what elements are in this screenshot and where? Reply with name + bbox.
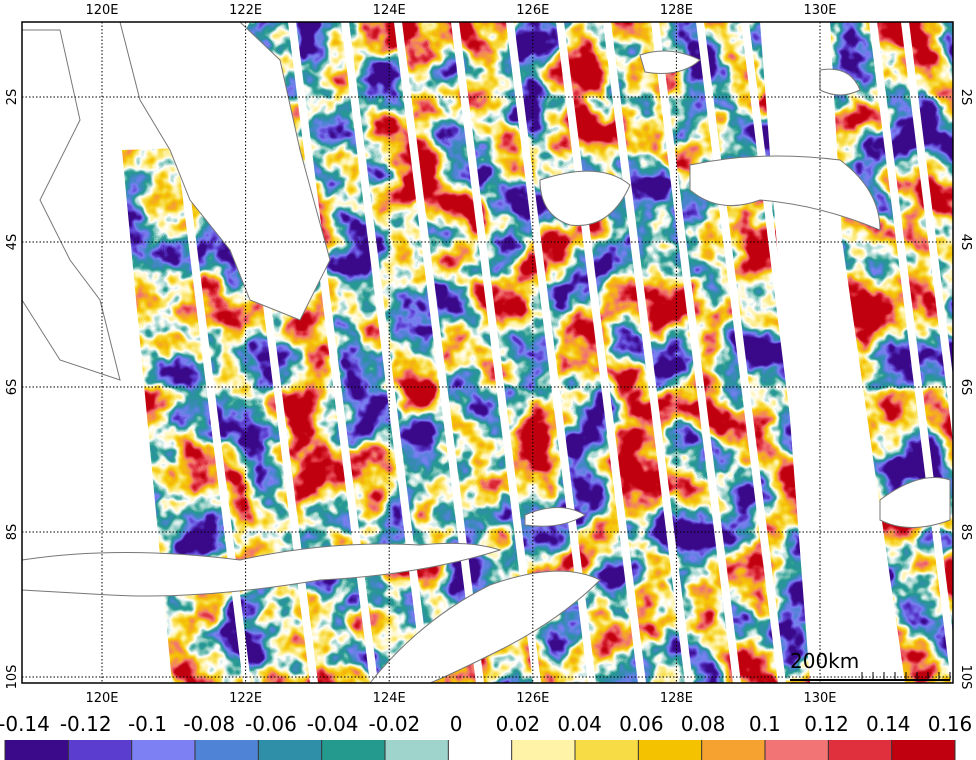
swath-gap <box>341 21 431 684</box>
land-timor <box>368 570 601 684</box>
left-lat-label: 2S <box>5 89 20 106</box>
colorbar-tick-label: 0 <box>450 712 463 736</box>
island-sula <box>639 50 701 74</box>
colorbar-tick-label: -0.08 <box>183 712 235 736</box>
top-lon-label: 126E <box>516 3 549 18</box>
axis-labels: 120E 122E 124E 126E 128E 130E 120E 122E 124E 126E… <box>5 3 973 706</box>
swath-gap <box>394 21 484 684</box>
bottom-lon-label: 120E <box>85 691 118 706</box>
island-tanimbar <box>879 477 951 528</box>
colorbar-tick-label: 0.02 <box>496 712 541 736</box>
colorbar-tick-label: 0.04 <box>557 712 602 736</box>
colorbar-tick-label: -0.14 <box>0 712 50 736</box>
swath-gap <box>869 21 959 684</box>
top-lon-label: 120E <box>85 3 118 18</box>
scale-bar: 200km <box>790 649 951 681</box>
swath-gap <box>696 21 786 684</box>
colorbar-tick-label: -0.04 <box>307 712 359 736</box>
bottom-lon-label: 130E <box>803 691 836 706</box>
top-lon-label: 122E <box>229 3 262 18</box>
colorbar-tick-label: -0.12 <box>60 712 112 736</box>
left-lat-label: 6S <box>5 379 20 396</box>
bottom-lon-label: 122E <box>229 691 262 706</box>
colorbar-tick-label: 0.16 <box>928 712 973 736</box>
bottom-lon-label: 128E <box>660 691 693 706</box>
colorbar-tick-label: -0.02 <box>369 712 421 736</box>
swath-gap <box>741 21 831 684</box>
colorbar-tick-label: 0.06 <box>619 712 664 736</box>
map-frame <box>21 21 954 684</box>
scale-label: 200km <box>790 649 859 673</box>
colorbar-tick-label: -0.06 <box>245 712 297 736</box>
left-lat-label: 8S <box>5 524 20 541</box>
colorbar-tick-label: 0.08 <box>681 712 726 736</box>
right-lat-label: 6S <box>958 379 973 396</box>
island-seram <box>689 155 881 231</box>
island-wetar <box>524 507 586 527</box>
swath-gap <box>556 21 646 684</box>
island-buru <box>539 170 631 226</box>
bottom-lon-label: 126E <box>516 691 549 706</box>
right-lat-label: 10S <box>958 665 973 690</box>
swath-gap <box>901 21 976 627</box>
swath-gap <box>651 21 741 684</box>
land-west <box>21 29 121 381</box>
colorbar-tick-label: 0.14 <box>866 712 911 736</box>
swath-gap <box>786 21 876 684</box>
colorbar-tick-label: 0.12 <box>804 712 849 736</box>
colorbar-tick-label: -0.1 <box>128 712 167 736</box>
graticule <box>22 22 953 683</box>
left-lat-label: 10S <box>5 665 20 690</box>
right-lat-label: 2S <box>958 89 973 106</box>
top-lon-label: 124E <box>373 3 406 18</box>
left-lat-label: 4S <box>5 234 20 251</box>
colorbar-ramp <box>5 740 955 760</box>
island-north <box>819 68 861 96</box>
swath-gap <box>451 21 541 684</box>
swath-gap <box>603 21 693 684</box>
bottom-lon-label: 124E <box>373 691 406 706</box>
top-lon-label: 128E <box>660 3 693 18</box>
colorbar: -0.14 -0.12 -0.1 -0.08 -0.06 -0.04 -0.02 0 0.02 0… <box>0 712 972 760</box>
right-lat-label: 4S <box>958 234 973 251</box>
right-lat-label: 8S <box>958 524 973 541</box>
top-lon-label: 130E <box>803 3 836 18</box>
land-flores <box>21 542 502 597</box>
colorbar-tick-label: 0.1 <box>749 712 781 736</box>
